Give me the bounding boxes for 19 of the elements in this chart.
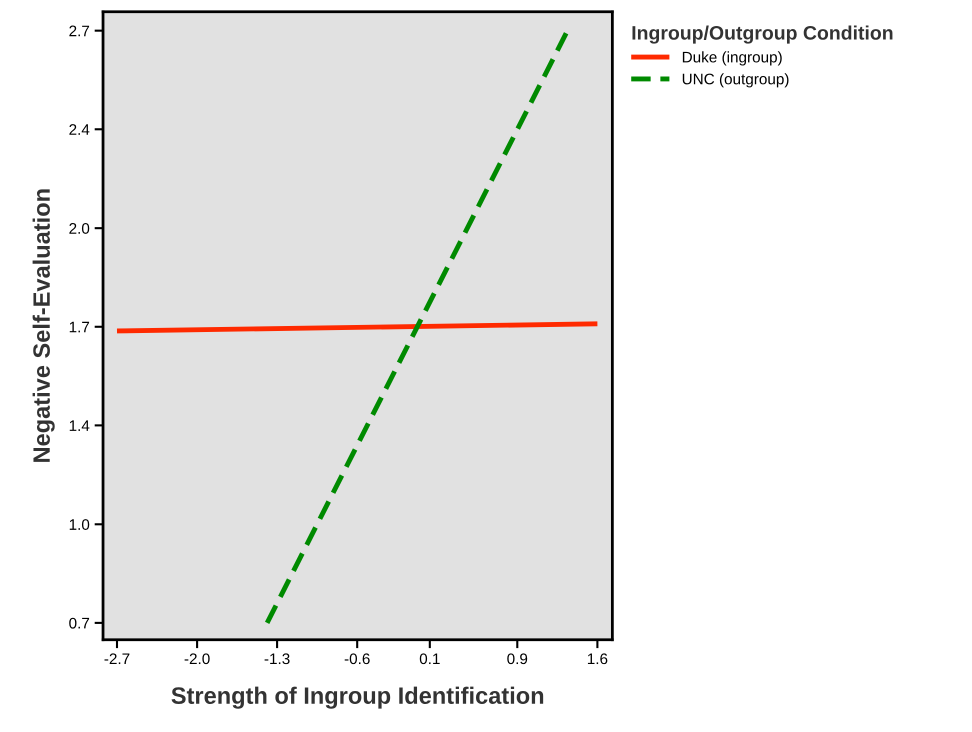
x-tick-label: 1.6 bbox=[588, 653, 608, 664]
y-tick-label: 1.4 bbox=[70, 420, 90, 431]
y-tick-label: 2.7 bbox=[69, 26, 90, 36]
x-tick-label: 0.9 bbox=[507, 653, 528, 664]
legend-title: Ingroup/Outgroup Condition bbox=[632, 25, 892, 44]
y-tick-label: 0.7 bbox=[69, 618, 90, 629]
legend-label: Duke (ingroup) bbox=[682, 51, 782, 66]
y-tick-label: 2.4 bbox=[69, 124, 90, 135]
y-tick-label: 1.0 bbox=[70, 519, 90, 530]
legend-label: UNC (outgroup) bbox=[682, 73, 789, 88]
y-tick-label: 2.0 bbox=[69, 223, 90, 234]
x-tick-label: -0.6 bbox=[344, 653, 370, 664]
x-tick-label: -1.3 bbox=[264, 653, 290, 664]
x-tick-label: -2.7 bbox=[104, 653, 130, 664]
y-axis-title: Negative Self-Evaluation bbox=[32, 189, 55, 462]
x-tick-label: -2.0 bbox=[184, 653, 210, 664]
x-axis-title: Strength of Ingroup Identification bbox=[171, 686, 544, 709]
x-tick-label: 0.1 bbox=[420, 653, 440, 664]
y-tick-label: 1.7 bbox=[70, 322, 90, 332]
